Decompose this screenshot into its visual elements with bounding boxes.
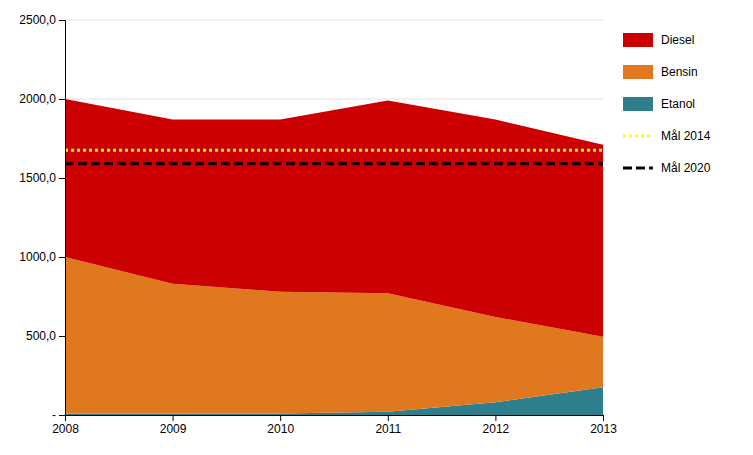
y-tick: 500,0 [26, 329, 65, 343]
x-tick: 2009 [160, 415, 187, 436]
x-tick: 2011 [375, 415, 401, 436]
legend-swatch [623, 167, 653, 170]
legend: Diesel Bensin Etanol Mål 2014 Mål 2020 [623, 33, 711, 175]
tick-label: 2012 [483, 422, 510, 436]
y-tick: 2000,0 [19, 92, 65, 106]
legend-swatch [623, 135, 653, 138]
legend-label: Bensin [661, 65, 698, 79]
tick-mark [173, 415, 174, 421]
tick-label: - [52, 408, 56, 422]
axis-line [59, 21, 66, 416]
chart: 2008 2009 2010 2011 2012 2013 - 500,0 1000,0 1500… [0, 0, 753, 455]
legend-label: Diesel [661, 33, 694, 47]
y-tick: 2500,0 [19, 13, 65, 27]
legend-swatch [623, 97, 653, 111]
tick-label: 2010 [267, 422, 294, 436]
x-tick: 2008 [52, 415, 79, 436]
legend-swatch [623, 33, 653, 47]
axis-line [66, 416, 604, 422]
legend-label: Mål 2020 [661, 161, 711, 175]
x-tick: 2012 [483, 415, 510, 436]
legend-item: Mål 2014 [623, 129, 711, 143]
tick-label: 1500,0 [19, 171, 56, 185]
x-axis: 2008 2009 2010 2011 2012 2013 [52, 415, 617, 436]
tick-mark [59, 178, 65, 179]
tick-mark [59, 415, 65, 416]
y-axis: - 500,0 1000,0 1500,0 2000,0 2500,0 [19, 13, 65, 422]
legend-item: Bensin [623, 65, 698, 79]
y-tick: 1000,0 [19, 250, 65, 264]
tick-mark [495, 415, 496, 421]
tick-label: 2009 [160, 422, 187, 436]
legend-label: Mål 2014 [661, 129, 711, 143]
reference-line [65, 162, 603, 165]
tick-label: 500,0 [26, 329, 56, 343]
grid-line [65, 99, 603, 100]
legend-item: Mål 2020 [623, 161, 711, 175]
legend-swatch [623, 65, 653, 79]
legend-label: Etanol [661, 97, 695, 111]
x-tick: 2013 [590, 415, 617, 436]
legend-item: Diesel [623, 33, 694, 47]
tick-label: 1000,0 [19, 250, 56, 264]
area [65, 99, 603, 337]
tick-mark [603, 415, 604, 421]
plot: 2008 2009 2010 2011 2012 2013 - 500,0 1000,0 1500… [19, 13, 617, 435]
tick-mark [59, 20, 65, 21]
tick-mark [59, 336, 65, 337]
tick-label: 2000,0 [19, 92, 56, 106]
tick-label: 2013 [590, 422, 617, 436]
tick-mark [280, 415, 281, 421]
tick-mark [59, 99, 65, 100]
grid [65, 20, 603, 415]
legend-item: Etanol [623, 97, 695, 111]
y-tick: - [52, 408, 65, 422]
x-tick: 2010 [267, 415, 294, 436]
grid-line [65, 20, 603, 21]
tick-mark [59, 257, 65, 258]
tick-mark [388, 415, 389, 421]
y-tick: 1500,0 [19, 171, 65, 185]
marks [65, 99, 603, 415]
tick-label: 2011 [375, 422, 401, 436]
tick-label: 2500,0 [19, 13, 56, 27]
tick-label: 2008 [52, 422, 79, 436]
reference-line [65, 149, 603, 152]
